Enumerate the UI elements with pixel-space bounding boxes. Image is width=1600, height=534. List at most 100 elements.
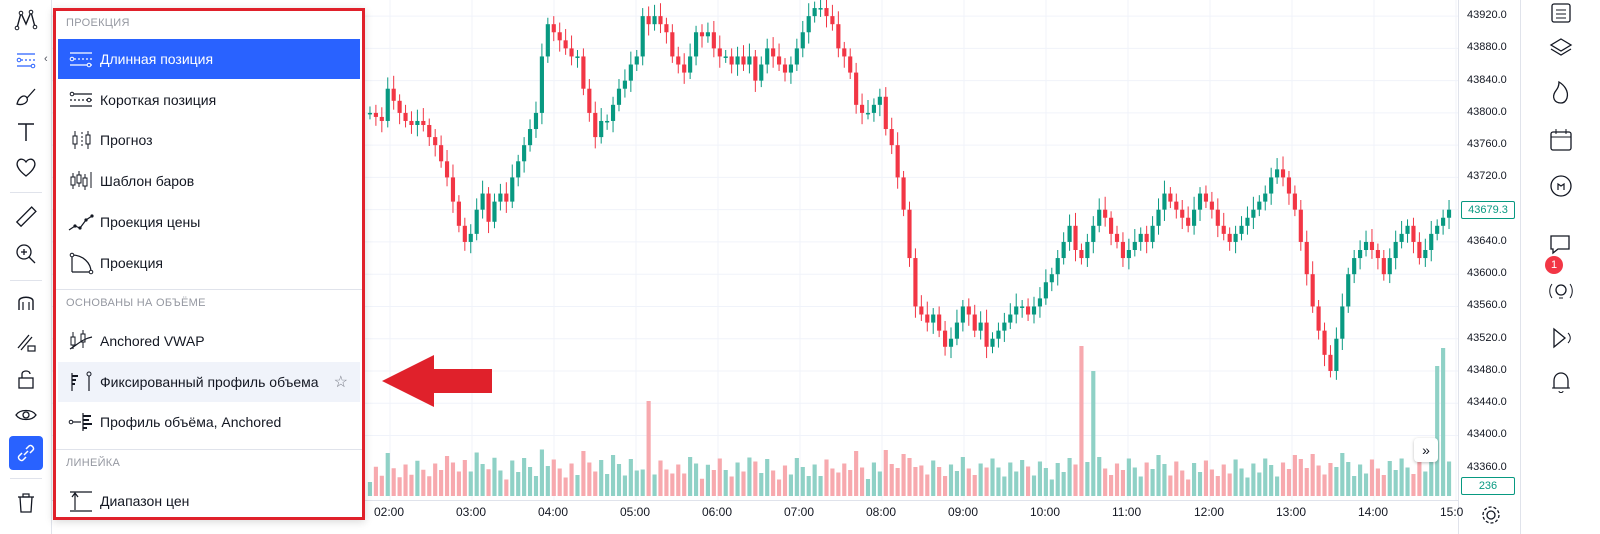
candle-body (1174, 201, 1179, 210)
candle-body (1239, 225, 1244, 234)
zoom-in-button[interactable] (9, 237, 43, 271)
volume-bar (587, 462, 592, 496)
menu-item-forecast[interactable]: Прогноз (58, 120, 360, 160)
menu-item-short-position[interactable]: Короткая позиция (58, 80, 360, 120)
candle-body (854, 72, 859, 105)
menu-item-price-projection[interactable]: Проекция цены (58, 202, 360, 242)
settings-gear-icon[interactable] (1480, 504, 1502, 526)
pattern-icon (14, 9, 38, 31)
candle-body (1328, 354, 1333, 371)
toolbar-divider (10, 192, 42, 193)
volume-bar (1221, 464, 1226, 496)
menu-item-label: Прогноз (100, 132, 153, 149)
chats-button[interactable] (1543, 226, 1579, 262)
projection-tools-button[interactable] (9, 43, 43, 77)
magnet-button[interactable] (9, 286, 43, 320)
lock-drawing-mode-button[interactable] (9, 325, 43, 359)
volume-bar (622, 475, 627, 496)
candle-body (1079, 250, 1084, 259)
volume-bar (444, 456, 450, 496)
volume-bar (966, 468, 971, 496)
time-tick-label: 12:00 (1194, 505, 1225, 519)
menu-item-projection[interactable]: Проекция (58, 243, 360, 283)
candle-body (688, 56, 693, 73)
volume-bar (610, 455, 616, 496)
menu-item-price-range[interactable]: Диапазон цен (58, 481, 360, 521)
brush-tools-button[interactable] (9, 80, 43, 114)
chevron-left-icon[interactable]: ‹ (44, 53, 48, 65)
favorite-star-icon[interactable]: ☆ (333, 373, 348, 391)
candle-body (587, 88, 592, 113)
volume-bar (1310, 454, 1315, 496)
remove-drawings-button[interactable] (9, 486, 43, 520)
price-scale[interactable]: 43920.0 43880.0 43840.0 43800.0 43760.0 43720… (1458, 0, 1520, 534)
candle-body (705, 32, 710, 37)
price-tick-label: 43440.0 (1467, 396, 1507, 409)
candle-body (1411, 225, 1416, 242)
volume-bar (688, 457, 693, 496)
candle-body (1168, 193, 1173, 202)
scroll-to-realtime-button[interactable]: » (1414, 438, 1438, 462)
menu-item-anchored-volume-profile[interactable]: Профиль объёма, Anchored (58, 402, 360, 442)
candle-body (1251, 209, 1256, 218)
volume-bar (871, 462, 877, 496)
volume-bar (510, 460, 515, 496)
hide-drawings-button[interactable] (9, 398, 43, 432)
trash-icon (18, 493, 34, 513)
candle-body (1435, 225, 1440, 234)
ideas-button[interactable] (1543, 168, 1579, 204)
volume-bar (1008, 462, 1013, 496)
object-tree-button[interactable] (1543, 30, 1579, 66)
trend-line-tools-button[interactable] (9, 3, 43, 37)
volume-bar (1120, 470, 1126, 496)
candle-body (1363, 241, 1369, 250)
menu-item-anchored-vwap[interactable]: Anchored VWAP (58, 321, 360, 361)
list-icon (1551, 3, 1571, 23)
lock-all-button[interactable] (9, 362, 43, 396)
candle-body (859, 104, 865, 113)
candle-body (1423, 250, 1428, 259)
volume-bar (812, 464, 817, 496)
candle-body (391, 88, 396, 101)
candle-body (753, 56, 758, 81)
candle-body (682, 64, 687, 73)
candle-body (1369, 241, 1375, 250)
volume-bar (931, 460, 936, 496)
bars-pattern-icon (64, 167, 98, 195)
volume-bar (646, 401, 651, 496)
hotlists-button[interactable] (1543, 74, 1579, 110)
toolbar-divider (10, 478, 42, 479)
candle-body (865, 112, 871, 115)
candle-body (1275, 169, 1280, 178)
sync-drawings-button[interactable] (9, 436, 43, 470)
volume-bar (516, 472, 521, 496)
measure-button[interactable] (9, 200, 43, 234)
candle-body (972, 314, 977, 331)
replay-button[interactable] (1543, 320, 1579, 356)
candle-body (545, 24, 550, 57)
menu-item-bars-pattern[interactable]: Шаблон баров (58, 161, 360, 201)
candle-body (1304, 241, 1309, 275)
alerts-button[interactable] (1543, 364, 1579, 400)
candle-body (1014, 306, 1019, 315)
short-position-icon (64, 86, 98, 114)
candle-body (1150, 225, 1155, 242)
volume-bar (889, 464, 894, 496)
broadcast-icon (1549, 283, 1573, 299)
watchlist-button[interactable] (1543, 0, 1579, 32)
text-tools-button[interactable] (9, 115, 43, 149)
volume-bar (1126, 458, 1131, 496)
streams-button[interactable] (1543, 274, 1579, 310)
price-tick-label: 43880.0 (1467, 41, 1507, 54)
candle-body (1162, 193, 1167, 210)
menu-item-fixed-volume-profile[interactable]: Фиксированный профиль объема ☆ (58, 361, 360, 402)
candle-body (937, 314, 942, 331)
candle-body (782, 64, 788, 73)
volume-bar (1020, 460, 1025, 496)
volume-bar (901, 454, 906, 496)
calendar-button[interactable] (1543, 122, 1579, 158)
volume-bar (723, 470, 728, 496)
candle-body (403, 112, 408, 121)
icons-tools-button[interactable] (9, 150, 43, 184)
menu-item-long-position[interactable]: Длинная позиция (58, 39, 360, 79)
